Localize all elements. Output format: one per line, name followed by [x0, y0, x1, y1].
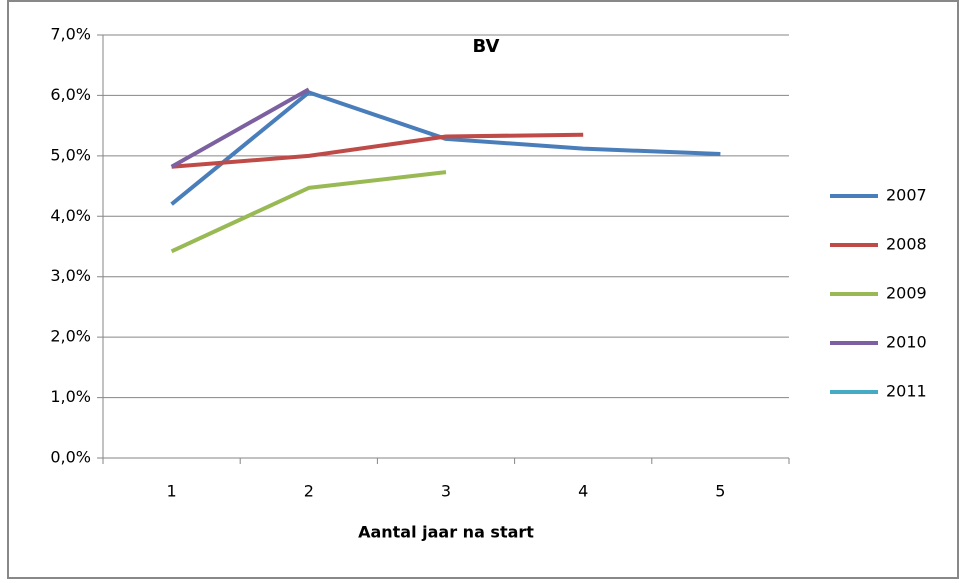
y-tick-label: 6,0%: [50, 85, 91, 104]
series-line: [170, 87, 310, 169]
y-tick-label: 0,0%: [50, 448, 91, 467]
x-tick-label: 1: [167, 482, 177, 501]
legend-label: 2010: [886, 333, 927, 352]
legend-label: 2009: [886, 284, 927, 303]
x-tick-label: 5: [715, 482, 725, 501]
y-tick-label: 2,0%: [50, 327, 91, 346]
chart-frame: [7, 0, 959, 579]
chart-title: BV: [473, 36, 500, 57]
x-tick-label: 4: [578, 482, 588, 501]
y-tick-label: 3,0%: [50, 266, 91, 285]
y-tick-label: 1,0%: [50, 387, 91, 406]
series-line: [170, 90, 721, 206]
y-tick-label: 4,0%: [50, 206, 91, 225]
legend-label: 2007: [886, 186, 927, 205]
x-tick-label: 3: [441, 482, 451, 501]
y-tick-label: 7,0%: [50, 25, 91, 44]
series-line: [170, 170, 447, 254]
x-tick-label: 2: [304, 482, 314, 501]
legend-label: 2011: [886, 382, 927, 401]
legend-label: 2008: [886, 235, 927, 254]
y-tick-label: 5,0%: [50, 145, 91, 164]
series-line: [171, 132, 584, 169]
x-axis-label: Aantal jaar na start: [358, 523, 534, 542]
